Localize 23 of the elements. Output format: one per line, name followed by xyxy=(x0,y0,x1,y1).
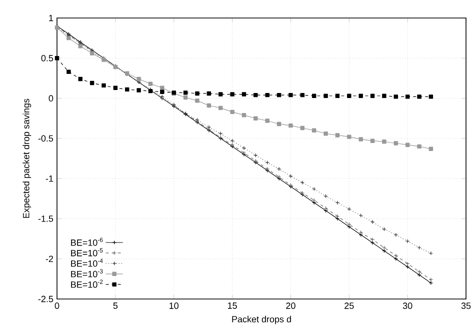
x-axis-title: Packet drops d xyxy=(232,316,291,324)
x-tick-label: 20 xyxy=(286,302,296,309)
legend-label: BE=10$^{-3}$ xyxy=(71,269,103,278)
x-tick-label: 35 xyxy=(461,302,471,309)
legend-label: BE=10$^{-2}$ xyxy=(71,280,103,288)
legend-label: BE=10$^{-6}$ xyxy=(71,238,103,246)
legend-label: BE=10$^{-4}$ xyxy=(71,258,103,267)
x-tick-label: 30 xyxy=(402,302,412,309)
y-tick-label: 0 xyxy=(48,95,54,102)
y-tick-label: -0.5 xyxy=(38,135,54,142)
legend-label: BE=10$^{-5}$ xyxy=(71,248,103,256)
y-tick-label: -2.5 xyxy=(38,296,54,302)
x-tick-label: 5 xyxy=(113,302,118,309)
x-tick-label: 0 xyxy=(54,302,60,309)
y-tick-label: -1 xyxy=(46,175,54,182)
y-axis-title: Expected packet drop savings xyxy=(22,98,32,218)
y-tick-label: 1 xyxy=(49,14,54,22)
x-tick-label: 15 xyxy=(228,302,237,309)
x-tick-label: 10 xyxy=(170,302,179,309)
x-tick-label: 25 xyxy=(344,302,354,309)
y-tick-label: 0.5 xyxy=(41,54,54,62)
y-tick-label: -2 xyxy=(46,256,54,262)
y-tick-label: -1.5 xyxy=(38,216,54,222)
